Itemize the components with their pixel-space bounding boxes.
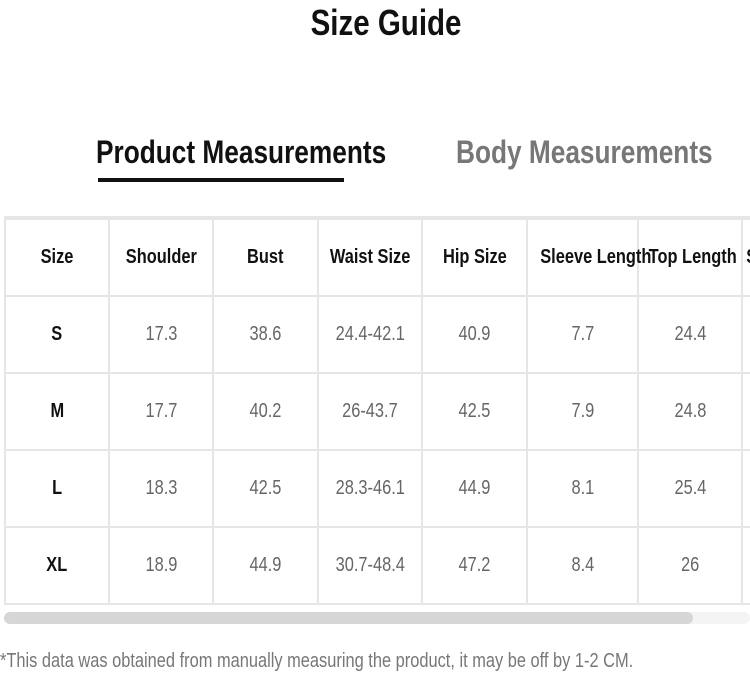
cell-value: 25.4 (674, 477, 706, 499)
column-header-label: Shoulder (125, 246, 197, 268)
column-header-label: Waist Size (329, 246, 411, 268)
column-header-label: Hip Size (442, 246, 507, 268)
column-header: Sleeve Length (526, 218, 651, 297)
measurement-cell: 30.7-48.4 (317, 526, 423, 605)
cell-value: 24.4-42.1 (335, 323, 405, 345)
tab-product-measurements[interactable]: Product Measurements (96, 134, 450, 182)
measurement-cell: 18.9 (108, 526, 214, 605)
cell-value: 17.7 (145, 400, 177, 422)
measurement-cell: 18.3 (108, 449, 214, 528)
size-cell: S (4, 295, 110, 374)
measurement-cell (741, 449, 750, 528)
table-row: S 17.3 38.6 24.4-42.1 40.9 7.7 24.4 (4, 295, 750, 374)
column-header: Hip Size (421, 218, 528, 297)
cell-value: 17.3 (145, 323, 177, 345)
cell-value: 44.9 (249, 554, 282, 576)
column-header: Bust (212, 218, 319, 297)
column-header: Shoulder (108, 218, 214, 297)
cell-value: 26 (680, 554, 700, 576)
measurement-cell: 26-43.7 (317, 372, 423, 451)
measurement-cell: 7.7 (526, 295, 639, 374)
measurement-cell: 40.9 (421, 295, 528, 374)
measurement-cell: 42.5 (212, 449, 319, 528)
size-cell: XL (4, 526, 110, 605)
measurement-cell: 47.2 (421, 526, 528, 605)
measurement-cell (741, 295, 750, 374)
cell-value: 24.4 (674, 323, 706, 345)
measurement-cell: 8.1 (526, 449, 639, 528)
measurement-cell: 38.6 (212, 295, 319, 374)
measurement-cell: 24.8 (637, 372, 743, 451)
size-cell: L (4, 449, 110, 528)
cell-value: L (51, 477, 63, 499)
active-tab-underline (98, 178, 344, 182)
horizontal-scrollbar[interactable] (4, 612, 750, 624)
column-header-label: Top Length (648, 246, 737, 268)
tab-body-measurements[interactable]: Body Measurements (456, 134, 713, 170)
cell-value: M (50, 400, 64, 422)
column-header: Size (4, 218, 110, 297)
cell-value: 30.7-48.4 (335, 554, 405, 576)
cell-value: 47.2 (458, 554, 491, 576)
page-title: Size Guide (310, 2, 462, 43)
cell-value: 18.9 (145, 554, 177, 576)
measurement-cell: 44.9 (421, 449, 528, 528)
table-row: XL 18.9 44.9 30.7-48.4 47.2 8.4 26 (4, 526, 750, 605)
column-header-label: S (743, 246, 750, 269)
scrollbar-thumb[interactable] (4, 612, 693, 624)
cell-value: 42.5 (249, 477, 282, 499)
measurement-cell: 8.4 (526, 526, 639, 605)
column-header-label: Sleeve Length (540, 246, 652, 268)
measurement-cell: 17.7 (108, 372, 214, 451)
measurement-cell: 24.4-42.1 (317, 295, 423, 374)
column-header-label: Bust (247, 246, 284, 268)
measurement-cell (741, 526, 750, 605)
column-header: Waist Size (317, 218, 423, 297)
cell-value: 8.1 (571, 477, 594, 499)
measurement-cell: 40.2 (212, 372, 319, 451)
measurement-cell: 17.3 (108, 295, 214, 374)
measurement-cell: 44.9 (212, 526, 319, 605)
measurement-cell: 28.3-46.1 (317, 449, 423, 528)
cell-value: XL (46, 554, 68, 576)
cell-value: 40.2 (249, 400, 282, 422)
column-header: Top Length (637, 218, 743, 297)
column-header: S (741, 218, 750, 297)
measurement-cell: 42.5 (421, 372, 528, 451)
size-table-container[interactable]: Size Shoulder Bust Waist Size Hip Size Sleeve… (4, 216, 750, 612)
cell-value: 7.9 (571, 400, 594, 422)
cell-value: 28.3-46.1 (335, 477, 405, 499)
measurement-cell: 26 (637, 526, 743, 605)
cell-value: 42.5 (458, 400, 491, 422)
cell-value: 18.3 (145, 477, 177, 499)
cell-value: 7.7 (571, 323, 594, 345)
cell-value: S (51, 323, 63, 345)
measurement-cell: 24.4 (637, 295, 743, 374)
cell-value: 38.6 (249, 323, 282, 345)
cell-value: 40.9 (458, 323, 491, 345)
measurement-disclaimer: *This data was obtained from manually me… (0, 650, 634, 672)
measurement-cell: 7.9 (526, 372, 639, 451)
size-cell: M (4, 372, 110, 451)
cell-value: 26-43.7 (342, 400, 398, 422)
column-header-label: Size (40, 246, 74, 268)
table-header-row: Size Shoulder Bust Waist Size Hip Size Sleeve… (4, 218, 750, 297)
table-row: M 17.7 40.2 26-43.7 42.5 7.9 24.8 (4, 372, 750, 451)
size-table: Size Shoulder Bust Waist Size Hip Size Sleeve… (4, 218, 750, 605)
measurement-cell: 25.4 (637, 449, 743, 528)
cell-value: 24.8 (674, 400, 706, 422)
cell-value: 8.4 (571, 554, 594, 576)
table-row: L 18.3 42.5 28.3-46.1 44.9 8.1 25.4 (4, 449, 750, 528)
measurement-cell (741, 372, 750, 451)
cell-value: 44.9 (458, 477, 491, 499)
